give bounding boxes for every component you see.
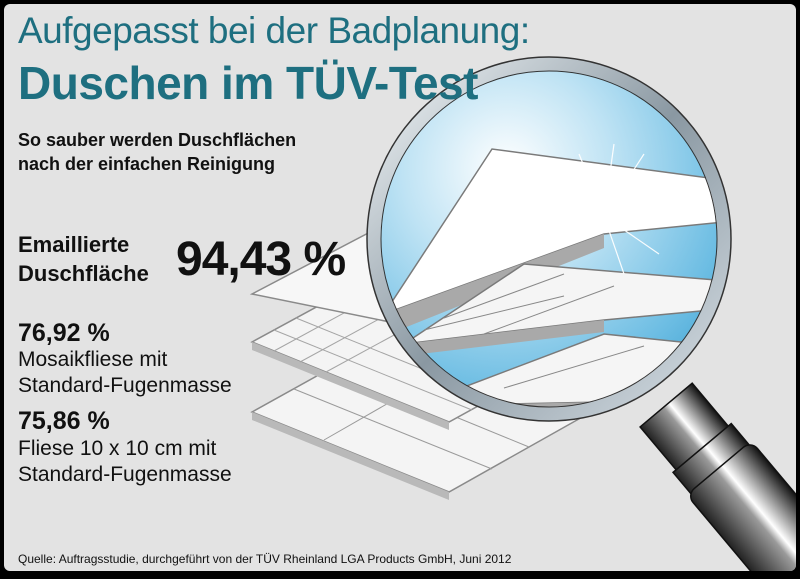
illustration xyxy=(249,56,796,571)
magnifier-handle xyxy=(639,382,796,571)
result-1-label-line-2: Duschfläche xyxy=(18,261,149,286)
subtitle: So sauber werden Duschflächen nach der e… xyxy=(18,128,296,176)
result-3-label: Fliese 10 x 10 cm mit Standard-Fugenmass… xyxy=(18,436,232,488)
result-3-label-line-2: Standard-Fugenmasse xyxy=(18,463,232,486)
source-note: Quelle: Auftragsstudie, durchgeführt von… xyxy=(18,552,512,566)
result-2-label-line-2: Standard-Fugenmasse xyxy=(18,374,232,397)
result-3-label-line-1: Fliese 10 x 10 cm mit xyxy=(18,437,217,460)
result-1-label: Emaillierte Duschfläche xyxy=(18,230,149,288)
title-line-1: Aufgepasst bei der Badplanung: xyxy=(18,10,530,51)
sparkle-icon xyxy=(548,143,673,275)
result-2-value: 76,92 % xyxy=(18,319,110,347)
infographic: Aufgepasst bei der Badplanung: Duschen i… xyxy=(4,4,796,571)
subtitle-line-1: So sauber werden Duschflächen xyxy=(18,130,297,150)
result-2-label-line-1: Mosaikfliese mit xyxy=(18,348,168,371)
result-2-label: Mosaikfliese mit Standard-Fugenmasse xyxy=(18,347,232,399)
subtitle-line-2: nach der einfachen Reinigung xyxy=(18,154,276,174)
title-line-2: Duschen im TÜV-Test xyxy=(18,57,478,109)
result-3-value: 75,86 % xyxy=(18,407,110,435)
result-1-value: 94,43 % xyxy=(176,233,346,286)
result-1-label-line-1: Emaillierte xyxy=(18,232,130,257)
magnifier-rim xyxy=(367,57,731,421)
